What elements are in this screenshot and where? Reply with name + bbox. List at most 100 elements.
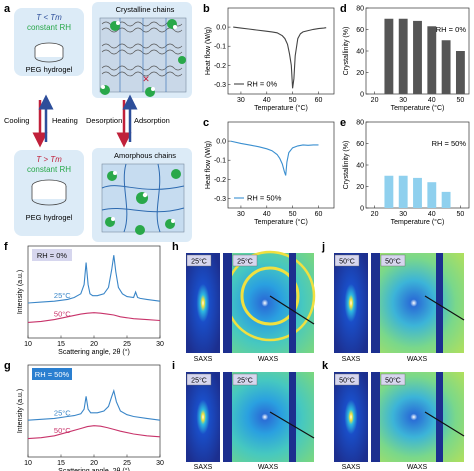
waxs-image — [371, 372, 464, 462]
x-tick-label: 15 — [57, 341, 65, 348]
series-line — [230, 140, 319, 176]
x-tick-label: 20 — [371, 211, 379, 218]
saxs-image — [186, 253, 220, 353]
label-cooling: Cooling — [4, 116, 29, 125]
y-tick-label: -0.1 — [214, 44, 226, 51]
bottom-hydrogel-caption: PEG hydrogel — [26, 213, 73, 222]
saxs-temp: 25°C — [191, 258, 207, 266]
cross-mark-icon: ✕ — [142, 74, 150, 84]
waxs-temp-badge — [380, 254, 406, 267]
y-tick-label: -0.1 — [214, 158, 226, 165]
label-adsorption: Adsorption — [134, 116, 170, 125]
bar — [413, 177, 422, 208]
saxs-temp-badge — [186, 373, 212, 386]
top-hydrogel-disc — [34, 42, 64, 63]
x-axis-label: Temperature (°C) — [391, 218, 445, 226]
bar — [441, 191, 451, 208]
label-desorption: Desorption — [86, 116, 122, 125]
x-axis-label: Temperature (°C) — [254, 104, 308, 112]
x-tick-label: 30 — [156, 341, 164, 348]
x-tick-label: 40 — [428, 211, 436, 218]
series-label: 50°C — [54, 310, 71, 319]
waxs-temp: 50°C — [385, 377, 401, 385]
series-label: 25°C — [54, 408, 71, 417]
panel-letter-d: d — [340, 3, 347, 15]
bar — [413, 20, 422, 94]
legend-label: RH = 50% — [247, 194, 282, 203]
y-tick-label: -0.2 — [214, 177, 226, 184]
saxs-label: SAXS — [194, 356, 213, 363]
plot-frame — [227, 121, 335, 209]
x-tick-label: 30 — [237, 97, 245, 104]
y-tick-label: 20 — [356, 70, 364, 77]
saxs-temp-badge — [334, 254, 360, 267]
y-tick-label: 0.0 — [216, 25, 226, 32]
bottom-condition-rh: constant RH — [27, 165, 71, 174]
beamstop-arm — [269, 295, 315, 325]
bar — [384, 18, 394, 94]
bar — [441, 40, 451, 94]
y-tick-label: -0.2 — [214, 63, 226, 70]
x-tick-label: 40 — [263, 211, 271, 218]
panel-letter-j: j — [321, 241, 325, 253]
detector-gap-left — [371, 372, 380, 462]
beamstop-arm — [269, 411, 315, 439]
panel-h-xray: h 25°C 25°C SAXS WAXS — [172, 241, 316, 363]
waxs-temp-badge — [232, 373, 258, 386]
panel-k-xray: k 50°C 50°C SAXS WAXS — [322, 360, 465, 471]
x-tick-label: 10 — [24, 341, 32, 348]
y-tick-label: 0.0 — [216, 139, 226, 146]
top-hydrogel-caption: PEG hydrogel — [26, 65, 73, 74]
x-tick-label: 50 — [289, 211, 297, 218]
y-tick-label: 0 — [360, 92, 364, 99]
y-axis-label: Heat flow (W/g) — [205, 141, 212, 189]
y-tick-label: 60 — [356, 27, 364, 34]
series-label: 50°C — [54, 426, 71, 435]
saxs-label: SAXS — [194, 464, 213, 471]
y-axis-label: Intensity (a.u.) — [17, 389, 24, 433]
y-tick-label: 40 — [356, 49, 364, 56]
y-tick-label: 80 — [356, 6, 364, 13]
saxs-image — [334, 372, 368, 462]
x-tick-label: 25 — [123, 341, 131, 348]
y-tick-label: 0 — [360, 206, 364, 213]
series-line — [27, 255, 161, 304]
chart-c: 30 40 50 60 0.0 -0.1 -0.2 -0.3 Temperature (°C) H… — [205, 121, 335, 226]
waxs-temp-badge — [380, 373, 406, 386]
bar — [384, 175, 394, 208]
waxs-image — [223, 372, 314, 462]
chart-b: 30 40 50 60 0.0 -0.1 -0.2 -0.3 Temperature (°C) H… — [205, 7, 335, 112]
x-tick-label: 50 — [457, 97, 465, 104]
saxs-temp: 50°C — [339, 377, 355, 385]
legend-badge — [32, 249, 72, 261]
beamstop-arm — [424, 295, 465, 321]
panel-j-xray: j 50°C 50°C SAXS WAXS — [321, 241, 465, 363]
y-tick-label: 80 — [356, 120, 364, 127]
legend-label: RH = 0% — [247, 80, 278, 89]
x-tick-label: 20 — [371, 97, 379, 104]
x-axis-label: Scattering angle, 2θ (°) — [58, 348, 130, 356]
waxs-temp: 25°C — [237, 258, 253, 266]
x-tick-label: 60 — [315, 211, 323, 218]
beamstop-arm — [424, 411, 465, 437]
x-tick-label: 30 — [237, 211, 245, 218]
crystalline-title: Crystalline chains — [116, 5, 175, 14]
detector-gap-left — [371, 253, 380, 353]
panel-letter-c: c — [203, 117, 209, 129]
saxs-image — [334, 253, 368, 353]
y-axis-label: Crystallinity (%) — [343, 27, 350, 76]
saxs-temp-badge — [186, 254, 212, 267]
saxs-image — [186, 372, 220, 462]
waxs-temp: 50°C — [385, 258, 401, 266]
series-line — [27, 425, 161, 440]
waxs-temp: 25°C — [237, 377, 253, 385]
x-tick-label: 30 — [399, 97, 407, 104]
detector-gap-left — [223, 253, 232, 353]
series-label: 25°C — [54, 291, 71, 300]
x-tick-label: 30 — [399, 211, 407, 218]
detector-gap-right — [289, 253, 296, 353]
legend-label: RH = 50% — [35, 370, 70, 379]
top-condition-box — [14, 8, 84, 76]
x-tick-label: 30 — [156, 460, 164, 467]
y-tick-label: 20 — [356, 184, 364, 191]
